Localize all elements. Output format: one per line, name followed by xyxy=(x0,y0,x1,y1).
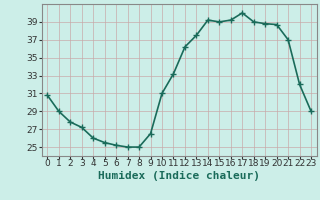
X-axis label: Humidex (Indice chaleur): Humidex (Indice chaleur) xyxy=(98,171,260,181)
